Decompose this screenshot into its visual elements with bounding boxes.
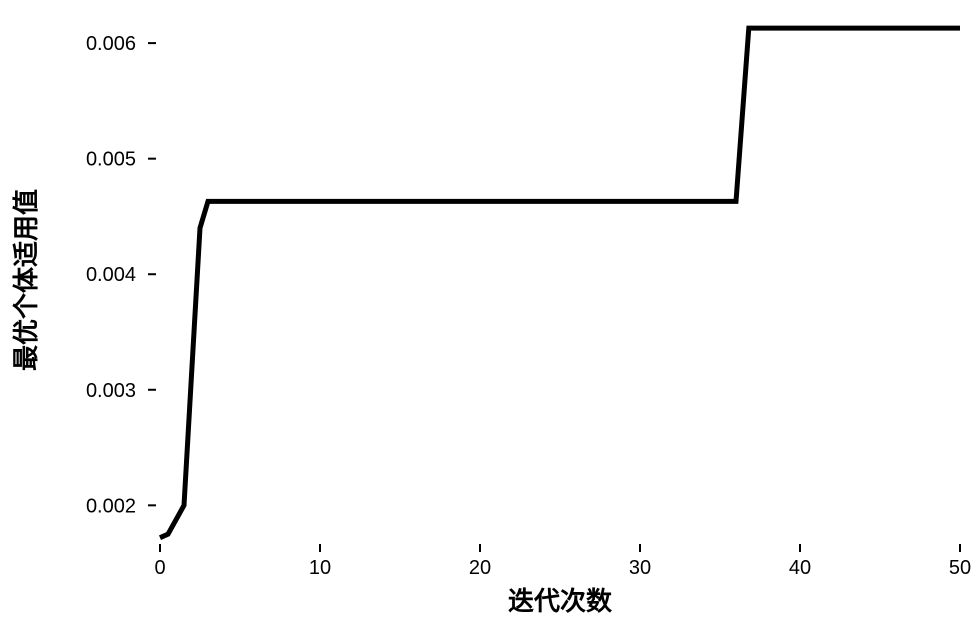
x-tick-label: 40 [789, 557, 811, 579]
y-tick-label: 0.005 [86, 149, 136, 171]
y-tick-label: 0.006 [86, 33, 136, 55]
y-tick-label: 0.003 [86, 380, 136, 402]
chart-background [0, 0, 978, 639]
x-tick-label: 30 [629, 557, 651, 579]
line-chart: 0 10 20 30 40 50 迭代次数 0.002 0.003 0.004 0.005 0.006… [0, 0, 978, 639]
y-tick-label: 0.004 [86, 264, 136, 286]
x-tick-label: 50 [949, 557, 971, 579]
y-axis-label: 最优个体适用值 [11, 189, 41, 371]
x-axis-label: 迭代次数 [508, 586, 613, 616]
x-tick-label: 20 [469, 557, 491, 579]
x-tick-label: 0 [154, 557, 165, 579]
x-tick-label: 10 [309, 557, 331, 579]
chart-container: 0 10 20 30 40 50 迭代次数 0.002 0.003 0.004 0.005 0.006… [0, 0, 978, 639]
y-tick-label: 0.002 [86, 495, 136, 517]
